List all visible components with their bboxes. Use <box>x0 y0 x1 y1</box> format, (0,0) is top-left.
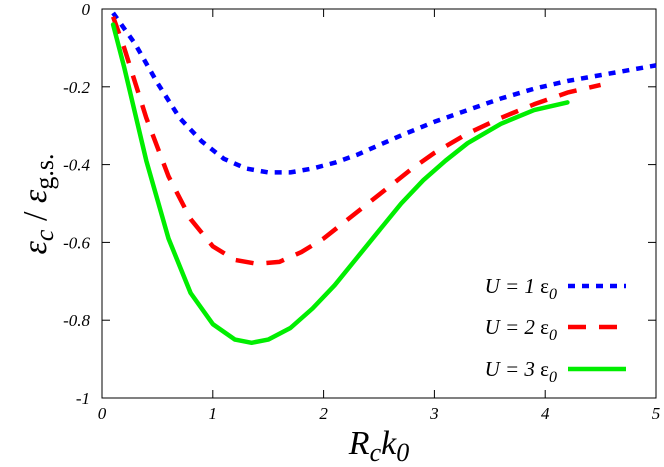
series-line <box>110 16 602 267</box>
y-tick-label: -0.4 <box>63 156 90 175</box>
plot-frame <box>101 8 657 399</box>
y-tick-label: -0.8 <box>63 311 90 330</box>
x-tick-label: 3 <box>429 404 439 423</box>
y-axis-label: εc / εg.s. <box>17 154 59 255</box>
legend: U = 1 ε0 U = 2 ε0 U = 3 ε0 <box>485 274 626 386</box>
series-group <box>110 11 657 346</box>
x-tick-label: 2 <box>319 404 328 423</box>
x-tick-label: 4 <box>541 404 550 423</box>
legend-label: U = 1 ε0 <box>485 274 557 303</box>
y-tick-label: -1 <box>76 389 90 408</box>
x-tick-label: 5 <box>652 404 661 423</box>
legend-label: U = 2 ε0 <box>485 315 557 344</box>
tick-group: 0 1 2 3 4 5 0 -0.2 -0.4 -0.6 -0.8 -1 <box>63 0 660 423</box>
y-tick-label: 0 <box>82 0 91 19</box>
x-tick-label: 1 <box>209 404 218 423</box>
x-axis-label: Rck0 <box>348 425 409 467</box>
y-tick-label: -0.2 <box>63 78 90 97</box>
y-tick-label: -0.6 <box>63 233 90 252</box>
x-tick-label: 0 <box>98 404 107 423</box>
legend-label: U = 3 ε0 <box>485 357 557 386</box>
series-line <box>111 11 657 175</box>
series-line <box>110 22 570 346</box>
